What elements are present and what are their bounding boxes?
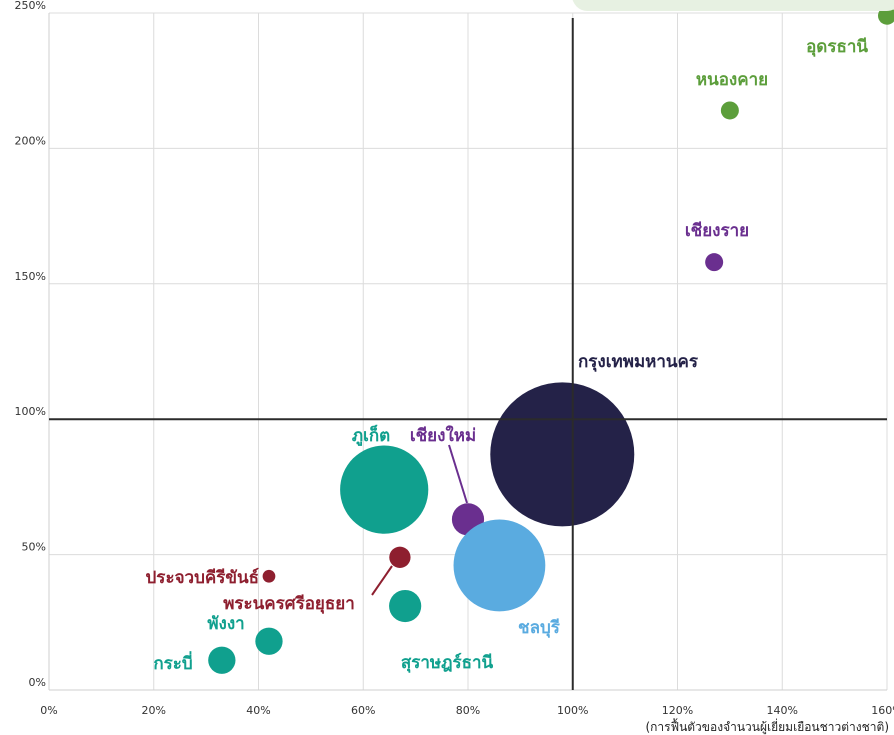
bubble-0 (878, 6, 894, 25)
y-tick-label: 100% (15, 405, 46, 418)
bubble-2 (705, 253, 724, 272)
y-tick-label: 200% (15, 134, 46, 147)
x-tick-label: 160% (871, 704, 894, 717)
y-tick-label: 150% (15, 270, 46, 283)
y-tick-label: 50% (22, 541, 46, 554)
bubble-label: เชียงราย (685, 220, 749, 241)
bubble-1 (720, 101, 739, 120)
bubble-label: กระบี่ (153, 651, 192, 674)
bubble-9 (389, 589, 422, 623)
bubble-8 (389, 546, 411, 568)
x-tick-label: 80% (456, 704, 480, 717)
bubble-label: ประจวบคีรีขันธ์ (146, 567, 259, 588)
x-tick-label: 40% (246, 704, 270, 717)
bubble-10 (255, 627, 283, 655)
bubble-label: สุราษฎร์ธานี (401, 652, 494, 673)
legend-box-fragment (572, 0, 894, 11)
x-tick-label: 120% (662, 704, 693, 717)
y-tick-label: 0% (29, 676, 46, 689)
x-axis-caption: (การฟื้นตัวของจำนวนผู้เยี่ยมเยือนชาวต่าง… (645, 718, 889, 735)
y-tick-label: 250% (15, 0, 46, 12)
bubble-6 (453, 519, 546, 612)
x-tick-label: 60% (351, 704, 375, 717)
bubble-label: อุดรธานี (806, 36, 868, 57)
bubble-label: กรุงเทพมหานคร (578, 352, 699, 372)
bubble-4 (340, 445, 429, 534)
x-tick-label: 140% (767, 704, 798, 717)
x-tick-label: 100% (557, 704, 588, 717)
bubble-label: พังงา (207, 614, 244, 634)
x-tick-label: 0% (40, 704, 57, 717)
bubble-3 (490, 382, 635, 527)
bubble-7 (262, 569, 276, 583)
bubble-11 (208, 646, 236, 674)
bubble-label: พระนครศรีอยุธยา (223, 593, 355, 614)
bubble-label: หนองคาย (696, 70, 768, 90)
bubble-label: ชลบุรี (518, 617, 561, 638)
x-tick-label: 20% (142, 704, 166, 717)
bubble-label: เชียงใหม่ (410, 425, 476, 446)
leader-line-ayutthaya (371, 565, 393, 596)
bubble-label: ภูเก็ต (352, 423, 390, 447)
leader-line-chiang-mai (448, 444, 468, 504)
